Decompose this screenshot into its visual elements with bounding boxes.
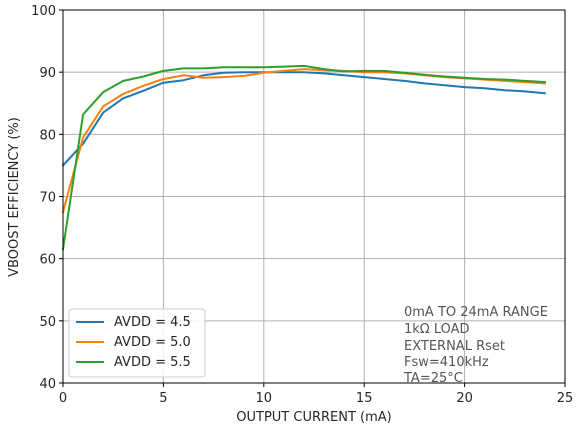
y-axis-label: VBOOST EFFICIENCY (%) <box>7 117 22 277</box>
x-tick-label: 25 <box>557 391 574 406</box>
annotation-rset: EXTERNAL Rset <box>404 339 505 354</box>
y-tick-label: 80 <box>39 128 56 143</box>
legend-label-avdd-5-5: AVDD = 5.5 <box>114 355 191 370</box>
x-tick-label: 20 <box>456 391 473 406</box>
legend-label-avdd-5-0: AVDD = 5.0 <box>114 335 191 350</box>
legend: AVDD = 4.5 AVDD = 5.0 AVDD = 5.5 <box>68 308 206 378</box>
annotation-fsw: Fsw=410kHz <box>404 355 489 370</box>
series-line-avdd-4-5 <box>61 71 546 167</box>
y-tick-label: 70 <box>39 191 56 206</box>
y-tick-label: 90 <box>39 66 56 81</box>
annotation-ta: TA=25°C <box>403 371 463 386</box>
x-tick-label: 15 <box>356 391 373 406</box>
annotation-load: 1kΩ LOAD <box>404 322 470 337</box>
legend-label-avdd-4-5: AVDD = 4.5 <box>114 315 191 330</box>
axis-ticks: 0 5 10 15 20 25 40 50 60 70 80 90 100 <box>31 4 573 406</box>
y-tick-label: 60 <box>39 253 56 268</box>
y-tick-label: 50 <box>39 315 56 330</box>
series-lines <box>61 64 546 251</box>
series-line-avdd-5-5 <box>61 64 546 251</box>
x-tick-label: 5 <box>159 391 167 406</box>
conditions-annotation: 0mA TO 24mA RANGE 1kΩ LOAD EXTERNAL Rset… <box>403 305 548 386</box>
x-axis-label: OUTPUT CURRENT (mA) <box>236 410 392 425</box>
x-tick-label: 10 <box>256 391 273 406</box>
annotation-range: 0mA TO 24mA RANGE <box>404 305 548 320</box>
y-tick-label: 40 <box>39 377 56 392</box>
x-tick-label: 0 <box>59 391 67 406</box>
legend-box <box>68 308 206 378</box>
y-tick-label: 100 <box>31 4 56 19</box>
